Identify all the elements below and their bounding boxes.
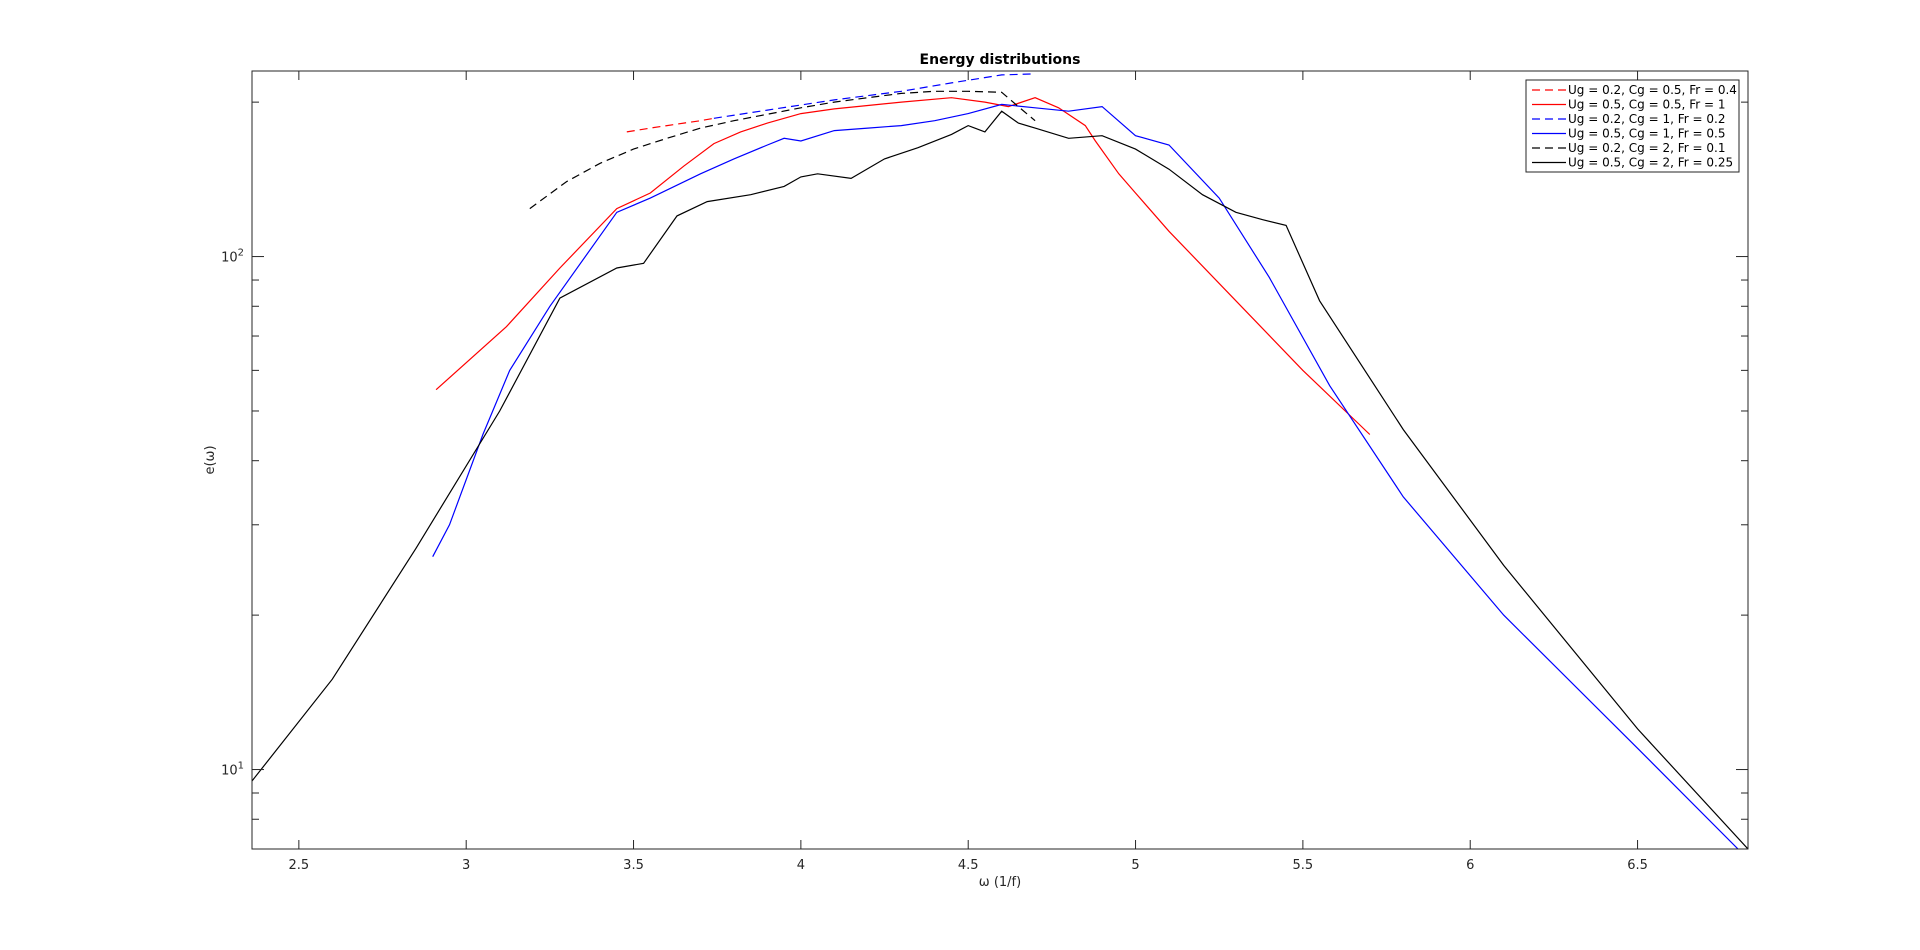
y-axis-label: e(ω) <box>203 445 218 474</box>
x-tick-label: 4.5 <box>958 858 979 873</box>
axes-background <box>252 71 1748 849</box>
legend-entry: Ug = 0.2, Cg = 1, Fr = 0.2 <box>1568 112 1725 126</box>
x-tick-label: 4 <box>797 858 805 873</box>
x-tick-label: 5.5 <box>1293 858 1314 873</box>
legend-box <box>1525 79 1740 173</box>
plot-area <box>252 71 1748 849</box>
chart-title: Energy distributions <box>920 52 1081 68</box>
series-line-6 <box>252 110 1748 849</box>
x-tick-label: 6.5 <box>1627 858 1648 873</box>
legend-entry: Ug = 0.2, Cg = 0.5, Fr = 0.4 <box>1568 83 1737 97</box>
y-tick-label: 102 <box>221 248 244 266</box>
x-tick-label: 3 <box>462 858 470 873</box>
series-line-4 <box>432 103 1739 849</box>
y-tick-label: 101 <box>221 761 244 779</box>
x-tick-label: 3.5 <box>623 858 644 873</box>
axes-box <box>251 70 1749 850</box>
legend-entry: Ug = 0.5, Cg = 0.5, Fr = 1 <box>1568 98 1725 112</box>
x-axis-ticks: 2.5 3 3.5 4 4.5 5 5.5 6 6.5 <box>289 71 1648 873</box>
legend-entry: Ug = 0.5, Cg = 2, Fr = 0.25 <box>1568 156 1733 170</box>
series-layer <box>252 73 1748 849</box>
legend-entry: Ug = 0.5, Cg = 1, Fr = 0.5 <box>1568 127 1725 141</box>
x-axis-label: ω (1/f) <box>979 875 1021 890</box>
series-line-3 <box>713 73 1036 119</box>
x-tick-label: 2.5 <box>289 858 310 873</box>
series-line-1 <box>626 117 715 133</box>
legend: Ug = 0.2, Cg = 0.5, Fr = 0.4Ug = 0.5, Cg… <box>1525 79 1740 173</box>
x-tick-label: 5 <box>1131 858 1139 873</box>
x-tick-label: 6 <box>1466 858 1474 873</box>
y-axis-ticks: 101 102 <box>221 101 1748 850</box>
legend-entry: Ug = 0.2, Cg = 2, Fr = 0.1 <box>1568 141 1725 155</box>
series-line-2 <box>435 97 1371 435</box>
